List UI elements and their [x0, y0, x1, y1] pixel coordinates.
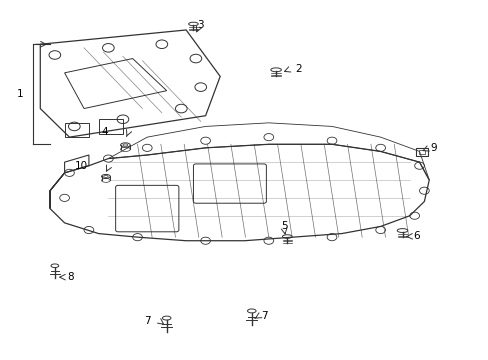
Text: 10: 10 — [75, 161, 88, 171]
Text: 1: 1 — [17, 89, 23, 99]
Text: 2: 2 — [295, 64, 302, 74]
Text: 7: 7 — [144, 316, 151, 326]
Text: 8: 8 — [67, 272, 74, 282]
Text: 9: 9 — [429, 143, 436, 153]
Text: 3: 3 — [197, 19, 203, 30]
Text: 4: 4 — [102, 127, 108, 137]
Bar — [64, 123, 89, 137]
Text: 5: 5 — [281, 221, 287, 231]
Bar — [415, 148, 427, 156]
Text: 7: 7 — [261, 311, 267, 321]
Text: 6: 6 — [413, 231, 420, 242]
Bar — [99, 119, 122, 134]
Bar — [418, 150, 424, 154]
